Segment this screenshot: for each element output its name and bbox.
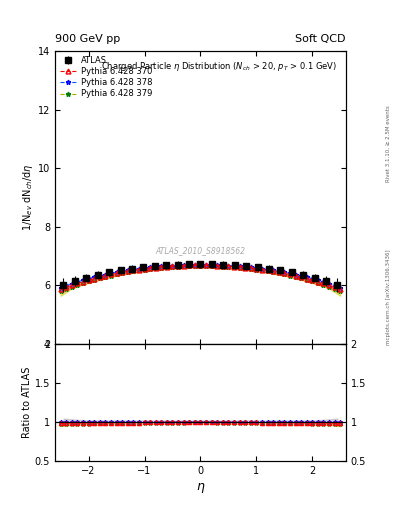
Pythia 6.428 379 (120, 270, 125, 276)
Text: 900 GeV pp: 900 GeV pp (55, 33, 120, 44)
Pythia 6.428 379 (265, 268, 270, 274)
Legend: ATLAS, Pythia 6.428 370, Pythia 6.428 378, Pythia 6.428 379: ATLAS, Pythia 6.428 370, Pythia 6.428 37… (57, 54, 155, 101)
Pythia 6.428 378 (338, 285, 343, 291)
Pythia 6.428 370 (120, 269, 125, 275)
X-axis label: $\eta$: $\eta$ (196, 481, 205, 495)
Pythia 6.428 378 (265, 266, 270, 272)
Pythia 6.428 378 (120, 268, 125, 274)
Pythia 6.428 378 (198, 262, 203, 268)
Pythia 6.428 379 (198, 263, 203, 269)
Pythia 6.428 370 (265, 267, 270, 273)
Pythia 6.428 378 (148, 264, 152, 270)
Y-axis label: Ratio to ATLAS: Ratio to ATLAS (22, 367, 32, 438)
Text: Rivet 3.1.10, ≥ 2.5M events: Rivet 3.1.10, ≥ 2.5M events (386, 105, 391, 182)
Pythia 6.428 379 (148, 266, 152, 272)
Pythia 6.428 378 (248, 264, 253, 270)
Pythia 6.428 370 (248, 265, 253, 271)
Pythia 6.428 370 (142, 266, 147, 272)
Line: Pythia 6.428 378: Pythia 6.428 378 (58, 262, 343, 290)
Pythia 6.428 378 (142, 265, 147, 271)
Text: Charged Particle $\eta$ Distribution ($N_{ch}$ > 20, $p_T$ > 0.1 GeV): Charged Particle $\eta$ Distribution ($N… (101, 60, 337, 73)
Text: ATLAS_2010_S8918562: ATLAS_2010_S8918562 (155, 246, 246, 254)
Pythia 6.428 370 (332, 284, 337, 290)
Pythia 6.428 370 (58, 286, 63, 292)
Pythia 6.428 378 (332, 283, 337, 289)
Pythia 6.428 370 (148, 265, 152, 271)
Line: Pythia 6.428 370: Pythia 6.428 370 (58, 263, 343, 292)
Pythia 6.428 370 (338, 286, 343, 292)
Pythia 6.428 379 (338, 288, 343, 294)
Pythia 6.428 379 (248, 266, 253, 272)
Pythia 6.428 379 (332, 286, 337, 292)
Pythia 6.428 370 (198, 262, 203, 268)
Y-axis label: 1/N$_{ev}$ dN$_{ch}$/d$\eta$: 1/N$_{ev}$ dN$_{ch}$/d$\eta$ (21, 163, 35, 231)
Text: Soft QCD: Soft QCD (296, 33, 346, 44)
Text: mcplots.cern.ch [arXiv:1306.3436]: mcplots.cern.ch [arXiv:1306.3436] (386, 249, 391, 345)
Line: Pythia 6.428 379: Pythia 6.428 379 (58, 264, 343, 294)
Pythia 6.428 379 (142, 266, 147, 272)
Pythia 6.428 378 (58, 285, 63, 291)
Pythia 6.428 379 (58, 288, 63, 294)
